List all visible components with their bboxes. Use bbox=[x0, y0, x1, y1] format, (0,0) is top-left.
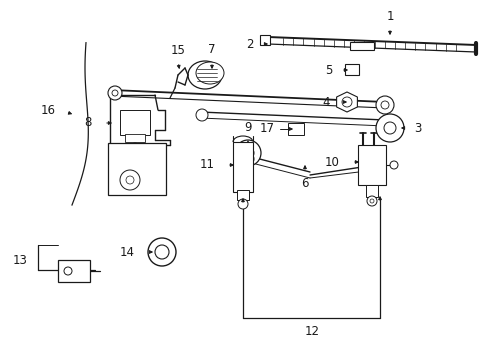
Bar bbox=[232, 142, 252, 192]
Text: 14: 14 bbox=[120, 246, 135, 258]
Bar bbox=[287, 123, 304, 135]
Circle shape bbox=[122, 152, 138, 168]
Polygon shape bbox=[336, 92, 357, 112]
Text: 17: 17 bbox=[260, 122, 274, 135]
Bar bbox=[349, 42, 373, 50]
Text: 3: 3 bbox=[413, 122, 421, 135]
Text: 16: 16 bbox=[41, 104, 56, 117]
Bar bbox=[125, 134, 145, 142]
Circle shape bbox=[380, 101, 388, 109]
Text: 1: 1 bbox=[386, 10, 393, 23]
Circle shape bbox=[196, 109, 207, 121]
Circle shape bbox=[242, 147, 253, 159]
Text: 7: 7 bbox=[208, 43, 215, 56]
Circle shape bbox=[375, 96, 393, 114]
Bar bbox=[365, 185, 377, 197]
Bar bbox=[357, 145, 385, 185]
Text: 12: 12 bbox=[304, 325, 319, 338]
Text: 4: 4 bbox=[322, 95, 329, 108]
Circle shape bbox=[389, 161, 397, 169]
Text: 2: 2 bbox=[246, 37, 253, 50]
Text: 5: 5 bbox=[324, 63, 331, 77]
Bar bbox=[58, 260, 90, 282]
Circle shape bbox=[242, 153, 253, 165]
Circle shape bbox=[126, 176, 134, 184]
Circle shape bbox=[130, 143, 140, 153]
Circle shape bbox=[155, 245, 169, 259]
Ellipse shape bbox=[187, 61, 222, 89]
Text: 15: 15 bbox=[170, 44, 185, 57]
Bar bbox=[345, 64, 358, 75]
Text: 11: 11 bbox=[200, 158, 215, 171]
Text: 6: 6 bbox=[301, 177, 308, 190]
Ellipse shape bbox=[196, 62, 224, 84]
Circle shape bbox=[383, 122, 395, 134]
Circle shape bbox=[64, 267, 72, 275]
Circle shape bbox=[341, 97, 351, 107]
Bar bbox=[108, 143, 165, 195]
Circle shape bbox=[127, 157, 133, 163]
Text: 8: 8 bbox=[84, 117, 92, 130]
Bar bbox=[260, 35, 269, 45]
Circle shape bbox=[371, 158, 381, 168]
Text: 10: 10 bbox=[325, 156, 339, 168]
Circle shape bbox=[108, 86, 122, 100]
Text: 9: 9 bbox=[244, 121, 251, 134]
Circle shape bbox=[238, 199, 247, 209]
Circle shape bbox=[235, 140, 261, 166]
Bar bbox=[120, 110, 150, 135]
Text: 13: 13 bbox=[13, 253, 28, 266]
Circle shape bbox=[120, 170, 140, 190]
Circle shape bbox=[375, 114, 403, 142]
Circle shape bbox=[148, 238, 176, 266]
Circle shape bbox=[366, 196, 376, 206]
Circle shape bbox=[112, 90, 118, 96]
Bar bbox=[237, 190, 248, 200]
Circle shape bbox=[369, 199, 373, 203]
